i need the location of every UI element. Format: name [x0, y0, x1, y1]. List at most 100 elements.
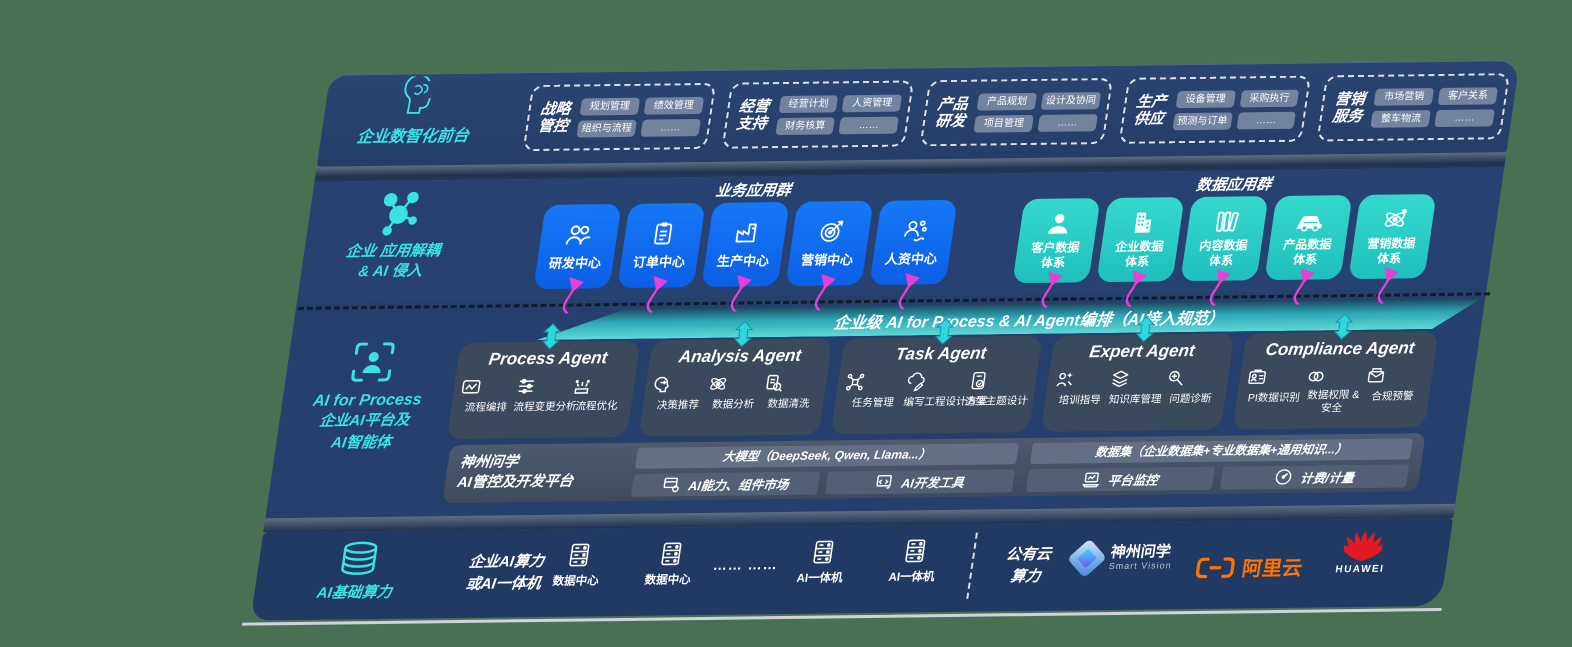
button-label: 计费/计量: [1299, 470, 1355, 486]
category-name: 战略管控: [536, 100, 572, 136]
button-label: AI开发工具: [900, 475, 965, 491]
category-production-supply: 生产供应 设备管理 采购执行 预测与订单 ……: [1118, 75, 1312, 144]
agent-item-label: 数据分析: [711, 398, 755, 411]
agent-item-label: 流程变更分析: [512, 400, 578, 414]
category-product-rd: 产品研发 产品规划 设计及协同 项目管理 ……: [919, 77, 1113, 147]
training-icon: [1056, 372, 1073, 387]
ai-capability-market-button: AI能力、组件市场: [630, 471, 821, 497]
data-clean-icon: [765, 374, 782, 392]
huawei-name: HUAWEI: [1334, 563, 1386, 576]
tile-label: 产品数据: [1282, 236, 1333, 252]
tile-label: 营销中心: [799, 252, 855, 268]
task-icon: [845, 373, 865, 391]
node-label: AI一体机: [795, 572, 844, 585]
aliyun-name: 阿里云: [1240, 557, 1304, 581]
front-office-label: 企业数智化前台: [355, 127, 471, 147]
metering-button: 计费/计量: [1219, 463, 1410, 490]
design-doc-icon: [908, 372, 925, 392]
ai-platform-label-line2: AI智能体: [330, 433, 393, 452]
permission-icon: [1308, 371, 1324, 382]
category-operation: 经营支持 经营计划 人资管理 财务核算 ……: [721, 80, 915, 149]
agent-item-label: 任务管理: [850, 396, 895, 410]
tile-hr-center: 人资中心: [869, 199, 958, 285]
marketing-target-icon: [820, 220, 844, 242]
public-cloud-label: 公有云 算力: [1004, 545, 1053, 586]
agent-item-label: 流程编排: [463, 401, 508, 414]
tile-label: 订单中心: [631, 254, 687, 270]
node-label: AI一体机: [887, 571, 936, 584]
change-analysis-icon: [518, 378, 535, 394]
datacenter-node: 数据中心: [539, 542, 618, 589]
production-factory-icon: [735, 223, 757, 243]
scan-person-icon: [351, 342, 395, 382]
ai-dev-platform-bar: 神州问学 AI管控及开发平台 大模型（DeepSeek, Qwen, Llama…: [442, 433, 1426, 504]
agent-item-label: PI数据识别: [1246, 391, 1301, 405]
front-office-header: 企业数智化前台: [331, 75, 501, 147]
category-name: 产品研发: [934, 95, 970, 131]
category-name: 经营支持: [735, 97, 771, 133]
agent-item-label: 问题诊断: [1168, 392, 1213, 406]
expert-agent-card: Expert Agent 培训指导 知识库管理 问题诊断: [1040, 333, 1235, 432]
tile-label: 人资中心: [883, 251, 939, 267]
rd-team-icon: [565, 225, 591, 245]
capability-pill: 市场营销: [1374, 87, 1435, 106]
tile-enterprise-data: 企业数据 体系: [1096, 197, 1185, 283]
compute-label: AI基础算力: [315, 583, 394, 602]
nodes-ellipsis: …… ……: [712, 556, 780, 573]
market-icon: [663, 477, 679, 493]
category-strategy: 战略管控 规划管理 绩效管理 组织与流程 ……: [522, 82, 716, 152]
platform-label-line2: AI管控及开发平台: [455, 473, 575, 492]
server-icon: [661, 542, 682, 566]
capability-pill: 客户关系: [1437, 86, 1499, 105]
agent-item-label: 数据权限 & 安全: [1306, 388, 1361, 415]
agent-item-label: 决策推荐: [655, 399, 700, 412]
capability-pill: 设计及协同: [1040, 91, 1101, 110]
pink-connector-arrows: [562, 267, 1399, 315]
tile-label: 研发中心: [547, 255, 603, 271]
agent-item-label: 数据清洗: [766, 397, 811, 411]
tile-marketing-center: 营销中心: [785, 200, 874, 286]
agent-item-label: 合规预警: [1370, 390, 1415, 403]
capability-pill: 采购执行: [1239, 89, 1300, 107]
tile-content-data: 内容数据 体系: [1180, 196, 1269, 282]
capability-pill: ……: [1236, 111, 1297, 129]
agent-item-label: 编写工程设计方案: [902, 395, 989, 409]
diagnosis-icon: [1168, 370, 1183, 386]
compliance-agent-card: Compliance Agent PI数据识别 数据权限 & 安全 合规预警: [1232, 331, 1439, 430]
tile-rd-center: 研发中心: [533, 203, 622, 290]
huawei-flower-icon: [1341, 530, 1385, 562]
agent-title: Compliance Agent: [1264, 338, 1416, 360]
content-library-icon: [1215, 211, 1239, 232]
capability-pill: ……: [1037, 113, 1098, 132]
workflow-icon: [461, 380, 481, 394]
devtools-icon: [876, 475, 893, 490]
tile-order-center: 订单中心: [617, 202, 706, 289]
brain-head-icon: [404, 76, 431, 114]
knowledge-icon: [1112, 370, 1129, 388]
alert-icon: [1367, 368, 1384, 383]
tile-label: 企业数据: [1114, 238, 1165, 254]
aliyun-logo: 阿里云: [1192, 552, 1304, 582]
category-marketing-service: 营销服务 市场营销 客户关系 整车物流 ……: [1316, 73, 1511, 142]
enterprise-building-icon: [1134, 212, 1152, 233]
capability-pill: 项目管理: [973, 114, 1034, 133]
product-car-icon: [1296, 215, 1322, 231]
capability-pill: 财务核算: [775, 116, 836, 135]
node-label: 数据中心: [643, 574, 692, 587]
order-clipboard-icon: [654, 222, 673, 245]
data-app-tiles: 客户数据 体系 企业数据 体系 内容数据 体系 产品数据 体系: [1012, 194, 1437, 284]
datacenter-node: 数据中心: [630, 541, 709, 588]
tile-marketing-data: 营销数据 体系: [1348, 194, 1437, 280]
hr-people-icon: [903, 220, 927, 242]
molecule-icon: [382, 191, 419, 236]
capability-pill: 整车物流: [1370, 109, 1432, 128]
optimize-icon: [573, 379, 590, 394]
model-bar: 大模型（DeepSeek, Qwen, Llama...）: [634, 442, 1019, 469]
ai-platform-header: AI for Process 企业AI平台及 AI智能体: [279, 339, 458, 455]
dataset-bar: 数据集（企业数据集+专业数据集+通用知识...）: [1029, 437, 1413, 464]
capability-pill: ……: [1434, 108, 1495, 127]
decouple-header: 企业 应用解耦 & AI 侵入: [300, 189, 492, 284]
tile-production-center: 生产中心: [701, 201, 790, 288]
marketing-atom-icon: [1384, 208, 1408, 227]
smart-vision-subtitle: Smart Vision: [1108, 560, 1173, 572]
